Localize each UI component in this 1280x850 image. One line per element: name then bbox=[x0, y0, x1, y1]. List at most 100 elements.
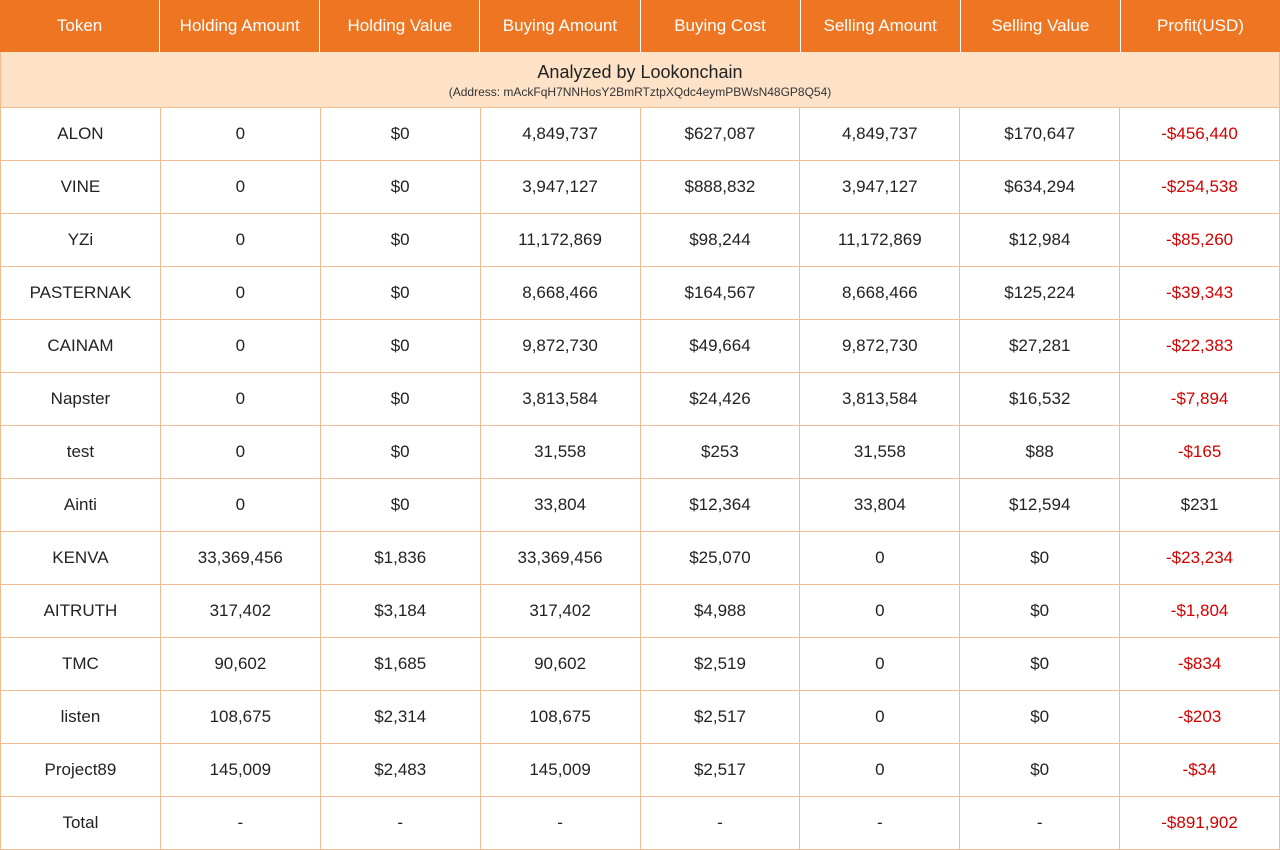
cell-selling-amount: 0 bbox=[800, 691, 960, 744]
table-body: ALON0$04,849,737$627,0874,849,737$170,64… bbox=[0, 108, 1280, 850]
cell-buying-amount: 3,947,127 bbox=[481, 161, 641, 214]
cell-buying-amount: 90,602 bbox=[481, 638, 641, 691]
cell-selling-amount: 31,558 bbox=[800, 426, 960, 479]
table-row: VINE0$03,947,127$888,8323,947,127$634,29… bbox=[0, 161, 1280, 214]
cell-token: Napster bbox=[1, 373, 161, 426]
cell-holding-value: $2,314 bbox=[321, 691, 481, 744]
table-row: Napster0$03,813,584$24,4263,813,584$16,5… bbox=[0, 373, 1280, 426]
cell-buying-amount: 33,804 bbox=[481, 479, 641, 532]
cell-buying-cost: $253 bbox=[641, 426, 801, 479]
col-token: Token bbox=[0, 0, 160, 52]
cell-buying-amount: 9,872,730 bbox=[481, 320, 641, 373]
cell-holding-value: $0 bbox=[321, 161, 481, 214]
cell-holding-value: $1,685 bbox=[321, 638, 481, 691]
cell-profit: -$23,234 bbox=[1120, 532, 1280, 585]
cell-holding-amount: 0 bbox=[161, 161, 321, 214]
table-row: CAINAM0$09,872,730$49,6649,872,730$27,28… bbox=[0, 320, 1280, 373]
cell-buying-amount: 3,813,584 bbox=[481, 373, 641, 426]
cell-token: listen bbox=[1, 691, 161, 744]
cell-holding-amount: 0 bbox=[161, 426, 321, 479]
cell-holding-value: $0 bbox=[321, 373, 481, 426]
cell-selling-amount: 9,872,730 bbox=[800, 320, 960, 373]
cell-buying-cost: - bbox=[641, 797, 801, 850]
cell-profit: -$39,343 bbox=[1120, 267, 1280, 320]
cell-token: PASTERNAK bbox=[1, 267, 161, 320]
cell-profit: -$203 bbox=[1120, 691, 1280, 744]
table-row: ALON0$04,849,737$627,0874,849,737$170,64… bbox=[0, 108, 1280, 161]
cell-profit: -$834 bbox=[1120, 638, 1280, 691]
cell-profit: -$34 bbox=[1120, 744, 1280, 797]
cell-holding-value: $2,483 bbox=[321, 744, 481, 797]
cell-buying-cost: $24,426 bbox=[641, 373, 801, 426]
cell-holding-amount: 33,369,456 bbox=[161, 532, 321, 585]
cell-buying-amount: 317,402 bbox=[481, 585, 641, 638]
cell-selling-amount: 0 bbox=[800, 638, 960, 691]
col-holding-value: Holding Value bbox=[320, 0, 480, 52]
cell-token: YZi bbox=[1, 214, 161, 267]
cell-profit: -$22,383 bbox=[1120, 320, 1280, 373]
cell-holding-value: - bbox=[321, 797, 481, 850]
cell-token: test bbox=[1, 426, 161, 479]
cell-holding-amount: 0 bbox=[161, 267, 321, 320]
cell-profit: -$1,804 bbox=[1120, 585, 1280, 638]
cell-profit: -$85,260 bbox=[1120, 214, 1280, 267]
cell-selling-value: $0 bbox=[960, 691, 1120, 744]
cell-selling-value: $0 bbox=[960, 744, 1120, 797]
table-row: Total-------$891,902 bbox=[0, 797, 1280, 850]
table-row: listen108,675$2,314108,675$2,5170$0-$203 bbox=[0, 691, 1280, 744]
cell-profit: -$456,440 bbox=[1120, 108, 1280, 161]
cell-holding-amount: 0 bbox=[161, 373, 321, 426]
cell-selling-value: $634,294 bbox=[960, 161, 1120, 214]
cell-selling-amount: 11,172,869 bbox=[800, 214, 960, 267]
cell-holding-value: $0 bbox=[321, 320, 481, 373]
cell-token: ALON bbox=[1, 108, 161, 161]
table-row: TMC90,602$1,68590,602$2,5190$0-$834 bbox=[0, 638, 1280, 691]
cell-buying-cost: $98,244 bbox=[641, 214, 801, 267]
cell-buying-cost: $25,070 bbox=[641, 532, 801, 585]
cell-holding-amount: 0 bbox=[161, 214, 321, 267]
cell-selling-amount: 8,668,466 bbox=[800, 267, 960, 320]
attribution-banner: Analyzed by Lookonchain (Address: mAckFq… bbox=[0, 52, 1280, 108]
cell-selling-value: - bbox=[960, 797, 1120, 850]
cell-holding-value: $1,836 bbox=[321, 532, 481, 585]
col-selling-value: Selling Value bbox=[961, 0, 1121, 52]
cell-holding-amount: 145,009 bbox=[161, 744, 321, 797]
cell-holding-value: $0 bbox=[321, 267, 481, 320]
cell-selling-amount: 4,849,737 bbox=[800, 108, 960, 161]
col-profit: Profit(USD) bbox=[1121, 0, 1280, 52]
cell-buying-amount: 108,675 bbox=[481, 691, 641, 744]
cell-buying-amount: 11,172,869 bbox=[481, 214, 641, 267]
cell-holding-amount: 317,402 bbox=[161, 585, 321, 638]
token-table: Token Holding Amount Holding Value Buyin… bbox=[0, 0, 1280, 850]
cell-holding-value: $3,184 bbox=[321, 585, 481, 638]
cell-selling-value: $88 bbox=[960, 426, 1120, 479]
cell-buying-cost: $164,567 bbox=[641, 267, 801, 320]
cell-profit: -$254,538 bbox=[1120, 161, 1280, 214]
cell-token: AITRUTH bbox=[1, 585, 161, 638]
cell-selling-value: $12,594 bbox=[960, 479, 1120, 532]
table-header-row: Token Holding Amount Holding Value Buyin… bbox=[0, 0, 1280, 52]
attribution-main: Analyzed by Lookonchain bbox=[9, 62, 1271, 83]
cell-profit: $231 bbox=[1120, 479, 1280, 532]
cell-token: TMC bbox=[1, 638, 161, 691]
attribution-address: (Address: mAckFqH7NNHosY2BmRTztpXQdc4eym… bbox=[9, 85, 1271, 99]
cell-selling-value: $0 bbox=[960, 532, 1120, 585]
cell-holding-amount: 0 bbox=[161, 108, 321, 161]
cell-holding-value: $0 bbox=[321, 426, 481, 479]
cell-selling-amount: 0 bbox=[800, 585, 960, 638]
cell-holding-amount: 108,675 bbox=[161, 691, 321, 744]
cell-selling-amount: 33,804 bbox=[800, 479, 960, 532]
table-row: KENVA33,369,456$1,83633,369,456$25,0700$… bbox=[0, 532, 1280, 585]
cell-selling-value: $125,224 bbox=[960, 267, 1120, 320]
cell-buying-amount: - bbox=[481, 797, 641, 850]
table-row: Project89145,009$2,483145,009$2,5170$0-$… bbox=[0, 744, 1280, 797]
cell-token: Project89 bbox=[1, 744, 161, 797]
cell-holding-amount: 0 bbox=[161, 479, 321, 532]
table-row: test0$031,558$25331,558$88-$165 bbox=[0, 426, 1280, 479]
cell-buying-cost: $627,087 bbox=[641, 108, 801, 161]
cell-buying-cost: $49,664 bbox=[641, 320, 801, 373]
cell-profit: -$891,902 bbox=[1120, 797, 1280, 850]
cell-holding-value: $0 bbox=[321, 108, 481, 161]
cell-profit: -$165 bbox=[1120, 426, 1280, 479]
table-row: AITRUTH317,402$3,184317,402$4,9880$0-$1,… bbox=[0, 585, 1280, 638]
